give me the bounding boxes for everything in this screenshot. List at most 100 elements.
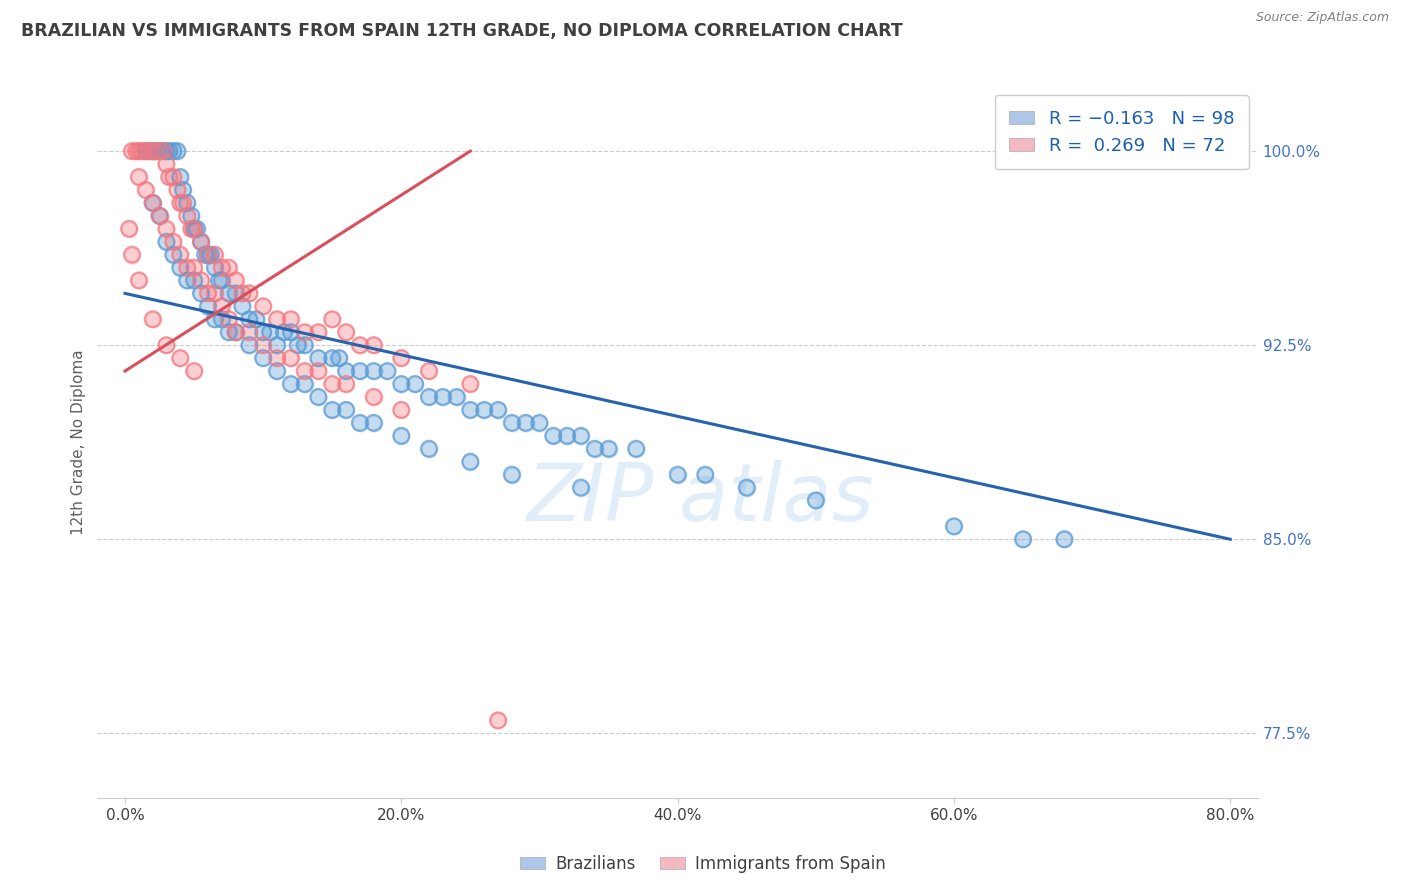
- Point: [328, 351, 350, 365]
- Point: [446, 390, 468, 404]
- Text: BRAZILIAN VS IMMIGRANTS FROM SPAIN 12TH GRADE, NO DIPLOMA CORRELATION CHART: BRAZILIAN VS IMMIGRANTS FROM SPAIN 12TH …: [21, 22, 903, 40]
- Point: [666, 467, 689, 482]
- Point: [460, 455, 482, 469]
- Point: [169, 247, 191, 261]
- Point: [142, 312, 165, 326]
- Point: [142, 144, 165, 158]
- Point: [142, 195, 165, 210]
- Point: [501, 467, 523, 482]
- Point: [208, 273, 231, 287]
- Point: [172, 183, 194, 197]
- Point: [238, 312, 260, 326]
- Point: [529, 416, 551, 430]
- Point: [280, 312, 302, 326]
- Point: [259, 325, 281, 339]
- Point: [266, 351, 288, 365]
- Point: [180, 209, 202, 223]
- Point: [486, 714, 509, 728]
- Point: [569, 481, 592, 495]
- Point: [280, 325, 302, 339]
- Point: [155, 338, 177, 352]
- Point: [128, 144, 150, 158]
- Point: [335, 402, 357, 417]
- Point: [190, 235, 212, 249]
- Point: [204, 260, 226, 275]
- Point: [169, 195, 191, 210]
- Point: [152, 144, 174, 158]
- Point: [183, 221, 205, 235]
- Point: [273, 325, 295, 339]
- Point: [501, 416, 523, 430]
- Point: [176, 273, 198, 287]
- Point: [252, 338, 274, 352]
- Point: [148, 209, 170, 223]
- Point: [515, 416, 537, 430]
- Point: [218, 312, 240, 326]
- Point: [307, 325, 329, 339]
- Point: [162, 144, 184, 158]
- Point: [190, 273, 212, 287]
- Point: [172, 195, 194, 210]
- Point: [166, 144, 188, 158]
- Point: [183, 221, 205, 235]
- Y-axis label: 12th Grade, No Diploma: 12th Grade, No Diploma: [72, 350, 86, 535]
- Point: [294, 364, 316, 378]
- Point: [118, 221, 141, 235]
- Point: [280, 351, 302, 365]
- Point: [266, 312, 288, 326]
- Point: [418, 390, 440, 404]
- Point: [142, 195, 165, 210]
- Point: [197, 247, 219, 261]
- Point: [321, 312, 343, 326]
- Point: [349, 416, 371, 430]
- Point: [389, 402, 412, 417]
- Point: [280, 376, 302, 391]
- Point: [942, 519, 965, 533]
- Point: [294, 325, 316, 339]
- Point: [541, 428, 564, 442]
- Point: [804, 493, 827, 508]
- Point: [259, 325, 281, 339]
- Point: [695, 467, 717, 482]
- Point: [555, 428, 578, 442]
- Point: [135, 183, 157, 197]
- Point: [418, 442, 440, 456]
- Point: [460, 455, 482, 469]
- Point: [200, 247, 222, 261]
- Point: [349, 364, 371, 378]
- Point: [363, 390, 385, 404]
- Point: [321, 351, 343, 365]
- Point: [224, 286, 246, 301]
- Point: [186, 221, 208, 235]
- Point: [145, 144, 167, 158]
- Point: [176, 273, 198, 287]
- Point: [231, 299, 253, 313]
- Point: [280, 312, 302, 326]
- Point: [139, 144, 162, 158]
- Point: [404, 376, 426, 391]
- Point: [142, 195, 165, 210]
- Point: [432, 390, 454, 404]
- Point: [460, 402, 482, 417]
- Point: [194, 247, 217, 261]
- Point: [190, 235, 212, 249]
- Point: [180, 209, 202, 223]
- Point: [363, 338, 385, 352]
- Point: [148, 144, 170, 158]
- Point: [169, 169, 191, 184]
- Point: [142, 144, 165, 158]
- Point: [598, 442, 620, 456]
- Point: [204, 247, 226, 261]
- Point: [135, 144, 157, 158]
- Point: [363, 364, 385, 378]
- Point: [121, 247, 143, 261]
- Point: [197, 247, 219, 261]
- Point: [128, 169, 150, 184]
- Point: [218, 325, 240, 339]
- Point: [1012, 533, 1035, 547]
- Point: [307, 390, 329, 404]
- Point: [446, 390, 468, 404]
- Point: [142, 312, 165, 326]
- Point: [515, 416, 537, 430]
- Point: [118, 221, 141, 235]
